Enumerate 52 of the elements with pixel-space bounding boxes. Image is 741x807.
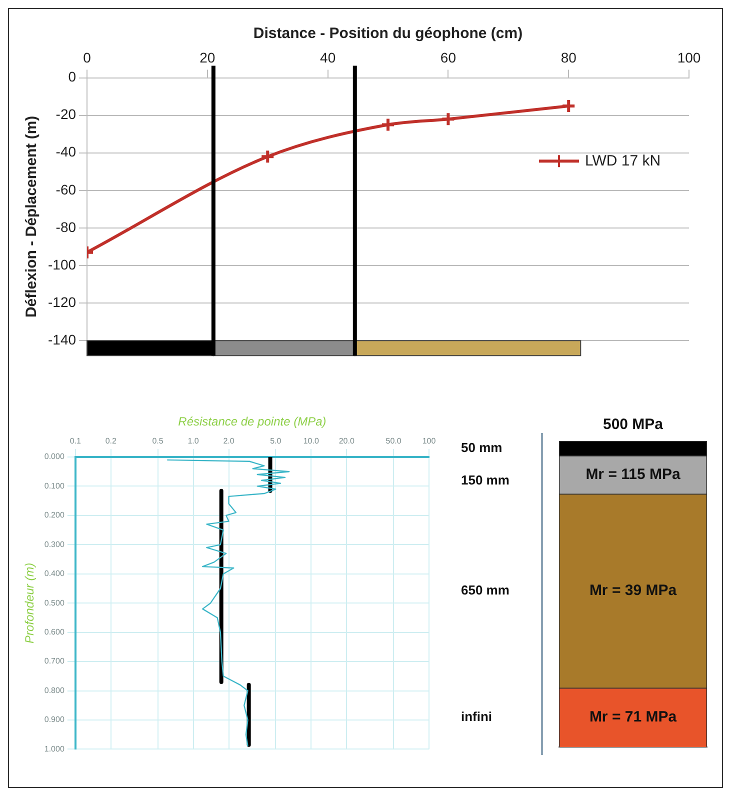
text: 150 mm (461, 472, 510, 488)
point (561, 98, 576, 114)
x-axis-title: Distance - Position du géophone (cm) (253, 25, 523, 42)
x-tick-label: 0 (83, 49, 92, 66)
y-axis-title: Profondeur (m) (22, 562, 37, 644)
x-tick-label: 0.2 (105, 436, 118, 446)
x-tick-label: 5.0 (270, 436, 282, 446)
x-tick-label: 80 (560, 49, 577, 66)
point (440, 112, 456, 127)
y-tick-label: 0.600 (44, 628, 65, 637)
series-label: Mr = 71 MPa (589, 708, 678, 726)
y-tick-label: 0 (68, 68, 76, 85)
text: 650 mm (461, 582, 510, 598)
x-tick-label: 0.5 (152, 436, 164, 446)
y-tick-label: 0.100 (44, 481, 65, 490)
x-tick-label: 50.0 (386, 436, 402, 446)
y-tick-label: 0.200 (44, 510, 65, 520)
y-tick-label: -40 (56, 144, 76, 160)
y-tick-label: -20 (56, 106, 76, 122)
y-tick-label: -140 (48, 331, 76, 348)
legend-label: LWD 17 kN (585, 152, 661, 170)
y-tick-label: 0.400 (44, 569, 65, 578)
x-tick-label: 100 (677, 49, 701, 66)
y-tick-label: 0.500 (44, 598, 65, 608)
x-tick-label: 100 (422, 436, 436, 446)
y-tick-label: 0.300 (44, 540, 65, 549)
y-tick-label: -120 (48, 294, 76, 310)
x-axis-title: Résistance de pointe (MPa) (178, 414, 326, 429)
x-tick-label: 0.1 (70, 436, 82, 446)
y-tick-label: 0.000 (44, 452, 65, 462)
x-tick-label: 20.0 (338, 436, 355, 446)
point (260, 149, 276, 164)
y-tick-label: 0.800 (44, 686, 65, 695)
y-tick-label: 0.700 (44, 656, 65, 666)
text: 50 mm (461, 440, 502, 455)
x-tick-label: 60 (440, 49, 456, 66)
series-label: Mr = 39 MPa (589, 582, 678, 600)
series-label: Mr = 115 MPa (586, 466, 681, 483)
x-tick-label: 10.0 (303, 436, 320, 446)
text: infini (461, 709, 492, 724)
x-tick-label: 2.0 (223, 436, 235, 446)
x-tick-label: 20 (200, 49, 216, 66)
point (380, 117, 396, 132)
series-label: 500 MPa (602, 416, 664, 434)
y-tick-label: -100 (48, 256, 76, 272)
y-tick-label: 1.000 (44, 744, 65, 754)
y-tick-label: 0.900 (44, 715, 65, 724)
x-tick-label: 1.0 (188, 436, 200, 446)
y-axis-title: Déflexion - Déplacement (m) (23, 116, 40, 318)
x-tick-label: 40 (320, 49, 336, 66)
y-tick-label: -60 (56, 181, 76, 198)
y-tick-label: -80 (56, 218, 76, 235)
